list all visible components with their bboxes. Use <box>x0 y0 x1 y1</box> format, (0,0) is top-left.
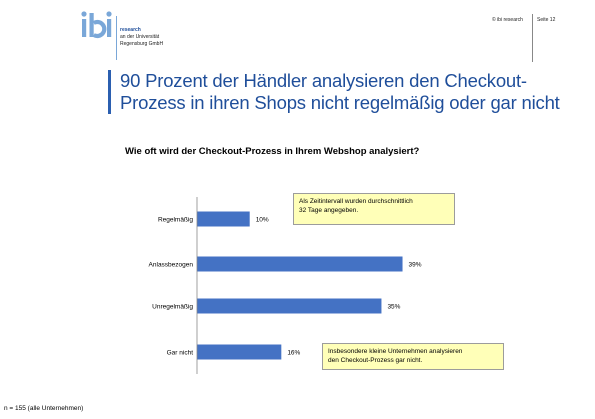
header-divider <box>532 14 533 62</box>
bar <box>197 344 282 360</box>
value-label: 16% <box>287 350 300 357</box>
logo-divider <box>116 16 117 60</box>
note-1-line-1: Als Zeitintervall wurden durchschnittlic… <box>299 198 413 205</box>
value-label: 35% <box>387 304 400 311</box>
category-label: Anlassbezogen <box>149 262 194 269</box>
bar <box>197 211 250 227</box>
slide-headline: 90 Prozent der Händler analysieren den C… <box>120 70 560 114</box>
value-label: 10% <box>256 217 269 224</box>
note-1-line-2: 32 Tage angegeben. <box>299 207 359 214</box>
value-label: 39% <box>409 262 422 269</box>
headline-line-1: 90 Prozent der Händler analysieren den C… <box>120 70 527 91</box>
affiliation-line-1: an der Universität <box>120 34 160 40</box>
page-number: Seite 12 <box>537 17 556 23</box>
chart-title: Wie oft wird der Checkout-Prozess in Ihr… <box>125 146 420 157</box>
affiliation-line-2: Regensburg GmbH <box>120 41 164 47</box>
annotation-note-interval: Als Zeitintervall wurden durchschnittlic… <box>293 193 455 225</box>
bar <box>197 256 403 272</box>
ibi-logo <box>81 11 112 39</box>
category-label: Unregelmäßig <box>152 304 193 311</box>
organization-block: research an der Universität Regensburg G… <box>120 27 163 48</box>
bar <box>197 298 382 314</box>
note-2-line-1: Insbesondere kleine Unternehmen analysie… <box>328 348 463 355</box>
sample-size-footnote: n = 155 (alle Unternehmen) <box>4 405 84 412</box>
headline-line-2: Prozess in ihren Shops nicht regelmäßig … <box>120 92 560 113</box>
copyright-label: © ibi research <box>492 17 523 23</box>
note-2-line-2: den Checkout-Prozess gar nicht. <box>328 357 423 364</box>
research-label: research <box>120 27 141 33</box>
annotation-note-small-companies: Insbesondere kleine Unternehmen analysie… <box>322 343 504 370</box>
category-label: Regelmäßig <box>158 217 193 224</box>
headline-accent <box>108 70 111 114</box>
category-label: Gar nicht <box>167 350 194 357</box>
